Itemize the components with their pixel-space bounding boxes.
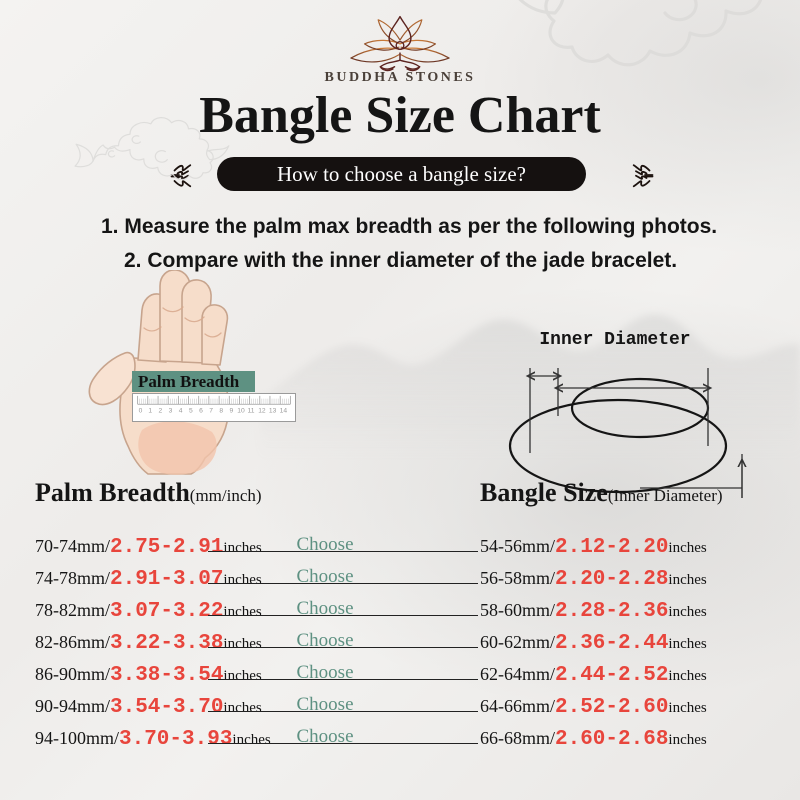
svg-text:14: 14 xyxy=(280,408,288,415)
svg-text:8: 8 xyxy=(219,408,223,415)
svg-text:9: 9 xyxy=(230,408,234,415)
svg-text:3: 3 xyxy=(169,408,173,415)
svg-text:0: 0 xyxy=(139,408,143,415)
svg-text:1: 1 xyxy=(148,408,152,415)
svg-text:10: 10 xyxy=(237,408,245,415)
svg-text:4: 4 xyxy=(179,408,183,415)
svg-text:12: 12 xyxy=(258,408,266,415)
svg-text:6: 6 xyxy=(199,408,203,415)
svg-text:5: 5 xyxy=(189,408,193,415)
svg-text:13: 13 xyxy=(269,408,277,415)
svg-text:7: 7 xyxy=(209,408,213,415)
svg-text:11: 11 xyxy=(248,408,255,415)
svg-text:2: 2 xyxy=(159,408,163,415)
